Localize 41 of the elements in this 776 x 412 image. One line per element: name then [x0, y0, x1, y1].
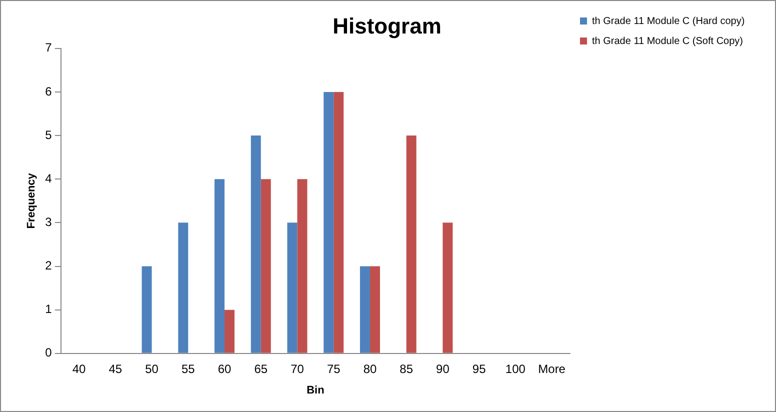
x-tick-label: 50 — [145, 362, 159, 376]
bar — [324, 92, 334, 353]
bar — [250, 136, 261, 353]
y-axis-title: Frequency — [26, 172, 38, 229]
x-tick-label: 85 — [400, 362, 414, 376]
y-tick-label: 6 — [45, 84, 52, 98]
y-tick-label: 0 — [45, 346, 52, 360]
bar — [360, 266, 370, 353]
x-axis-title: Bin — [306, 384, 325, 396]
y-tick-label: 2 — [45, 258, 52, 273]
y-tick-label: 4 — [45, 171, 52, 186]
bar — [370, 266, 380, 353]
legend-label: th Grade 11 Module C (Soft Copy) — [592, 36, 743, 47]
bar — [224, 310, 235, 353]
y-tick-label: 7 — [45, 40, 52, 55]
y-tick-label: 3 — [45, 215, 52, 229]
x-tick-label: 75 — [326, 362, 341, 376]
x-tick-label: 90 — [436, 362, 450, 376]
x-tick-label: 100 — [505, 362, 526, 376]
x-tick-label: 60 — [218, 362, 232, 376]
legend-label: th Grade 11 Module C (Hard copy) — [592, 16, 745, 27]
x-tick-label: 95 — [472, 362, 486, 376]
x-tick-label: More — [538, 362, 566, 376]
y-tick-label: 5 — [45, 128, 52, 142]
bar — [214, 179, 225, 353]
bar — [178, 222, 188, 353]
bar — [260, 179, 271, 353]
bar — [297, 179, 308, 353]
bar — [142, 266, 152, 353]
bar — [442, 222, 453, 353]
x-tick-label: 65 — [254, 362, 268, 376]
x-tick-label: 80 — [363, 362, 377, 376]
x-tick-label: 40 — [72, 362, 86, 376]
bar — [406, 136, 416, 353]
x-tick-label: 45 — [108, 362, 122, 376]
bar — [334, 92, 344, 353]
chart-title: Histogram — [332, 13, 442, 38]
x-tick-label: 55 — [181, 362, 196, 376]
bar — [287, 222, 298, 353]
x-tick-label: 70 — [290, 362, 304, 376]
y-tick-label: 1 — [45, 302, 52, 316]
